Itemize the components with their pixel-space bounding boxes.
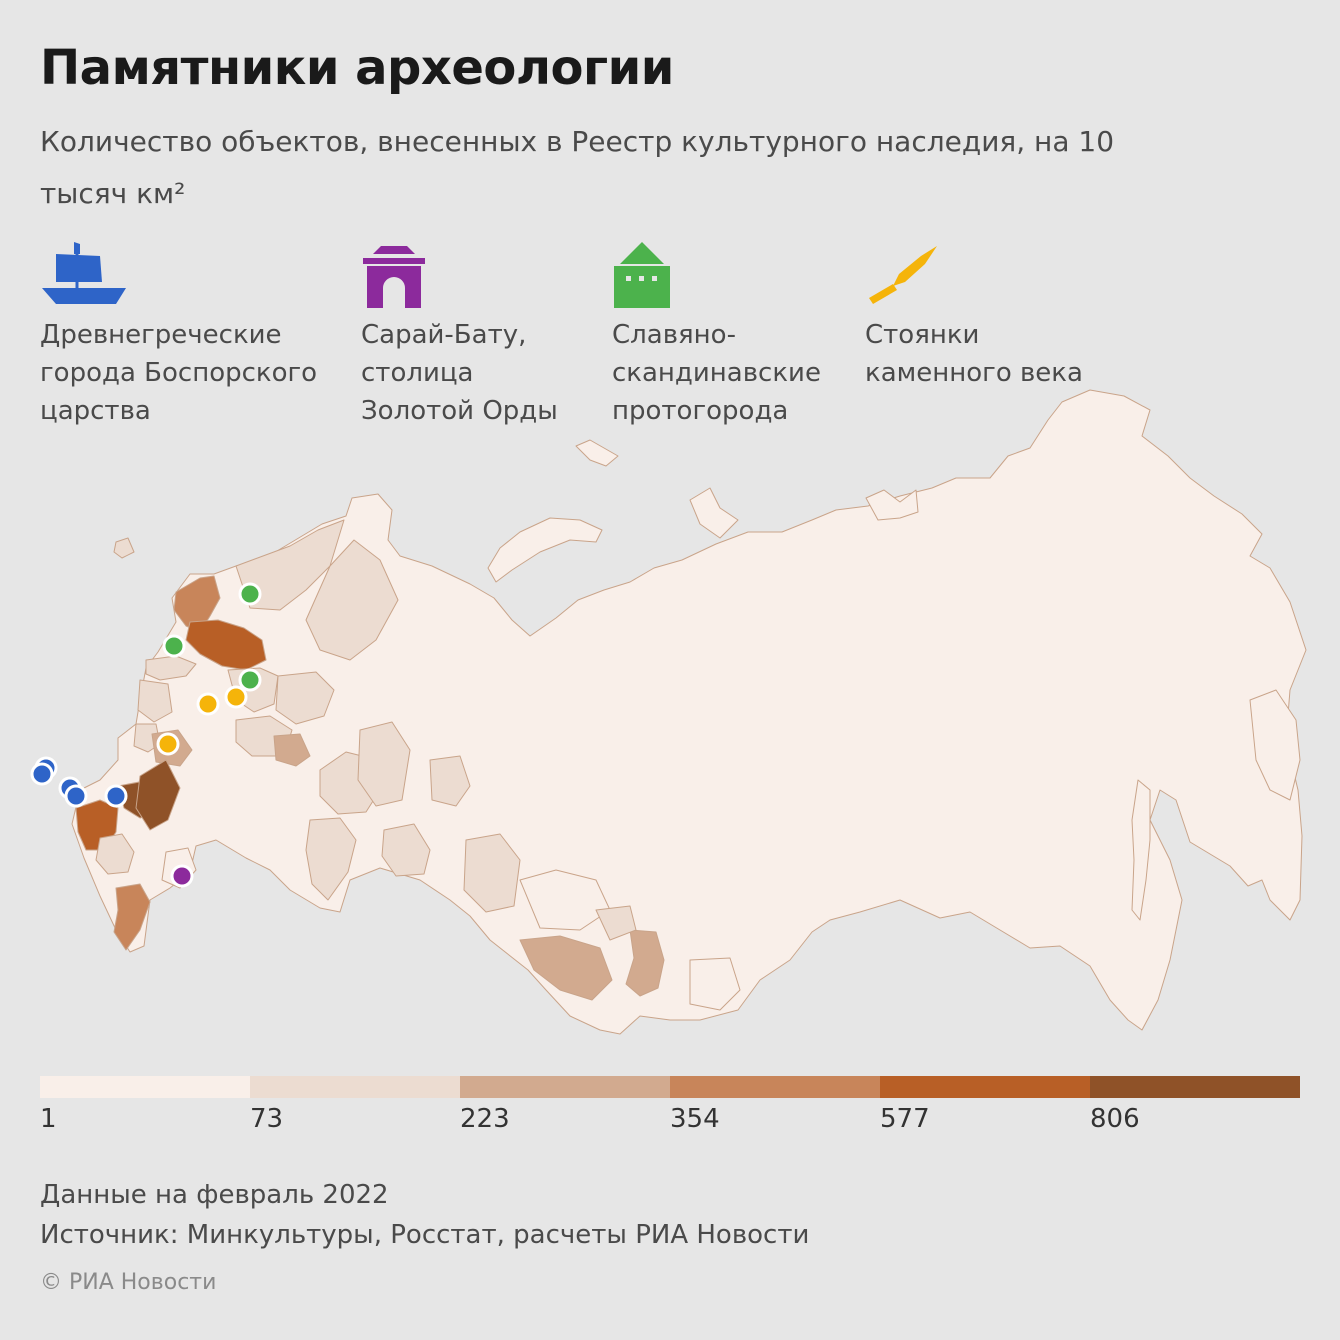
data-date: Данные на февраль 2022 [40,1180,389,1210]
region-dagestan [113,883,151,951]
legend-item-proto-towns: Славяно- скандинавские протогорода [612,242,912,430]
region-omsk [463,833,521,913]
marker-stone-age-2 [196,692,220,716]
legend-label: Древнегреческие города Боспорского царст… [40,320,318,426]
scale-label: 1 [40,1104,57,1134]
region-karelia [173,575,221,633]
scale-label: 354 [670,1104,720,1134]
page-subtitle: Количество объектов, внесенных в Реестр … [40,125,1115,210]
region-pskov [137,679,173,723]
region-komi [305,539,399,661]
gate-icon [363,246,425,308]
novaya-zemlya [487,517,603,583]
scale-label: 806 [1090,1104,1140,1134]
marker-stone-age-1 [224,685,248,709]
fortress-icon [614,242,670,308]
scale-step-1 [250,1076,460,1098]
scale-step-0 [40,1076,250,1098]
copyright: © РИА Новости [40,1270,217,1295]
legend-label: Славяно- скандинавские протогорода [612,320,821,426]
scale-step-2 [460,1076,670,1098]
russia-outline [71,389,1307,1035]
new-siberian-islands [865,489,919,521]
region-sverdlovsk [357,721,411,807]
franz-josef-land [575,439,619,467]
ship-icon [42,242,126,304]
region-orenburg [305,817,357,901]
region-vologda [185,619,267,671]
marker-bosporan-5 [104,784,128,808]
marker-bosporan-4 [64,784,88,808]
region-altai-krai [519,935,613,1001]
legend-item-sarai-batu: Сарай-Бату, столица Золотой Орды [361,242,661,430]
scale-label: 577 [880,1104,930,1134]
severnaya-zemlya [689,487,739,539]
scale-label: 223 [460,1104,510,1134]
russia-map [30,389,1307,1035]
marker-proto-town-1 [238,582,262,606]
region-kemerovo [625,929,665,997]
region-kirov [275,671,335,725]
marker-proto-town-2 [162,634,186,658]
color-scale [40,1076,1300,1098]
data-source: Источник: Минкультуры, Росстат, расчеты … [40,1220,810,1250]
legend-label: Сарай-Бату, столица Золотой Орды [361,320,558,426]
region-chelyabinsk [381,823,431,877]
sakhalin-island [1131,779,1151,921]
scale-step-3 [670,1076,880,1098]
marker-stone-age-3 [156,732,180,756]
legend-label: Стоянки каменного века [865,320,1083,388]
region-tomsk [595,905,637,941]
scale-step-5 [1090,1076,1300,1098]
scale-label: 73 [250,1104,284,1134]
region-stavropol [95,833,135,875]
region-tyva [689,957,741,1011]
marker-sarai-batu [170,864,194,888]
region-tatarstan [273,733,311,767]
legend-item-stone-age: Стоянки каменного века [865,242,1165,392]
region-volgograd [135,759,181,831]
page-title: Памятники археологии [40,40,674,96]
kaliningrad-region [113,537,135,559]
kamchatka [1249,689,1301,801]
marker-proto-town-3 [238,668,262,692]
marker-bosporan-2 [30,762,54,786]
legend-item-bosporan: Древнегреческие города Боспорского царст… [40,242,340,430]
stone-tool-icon [869,246,937,304]
scale-step-4 [880,1076,1090,1098]
region-kurgan [429,755,471,807]
